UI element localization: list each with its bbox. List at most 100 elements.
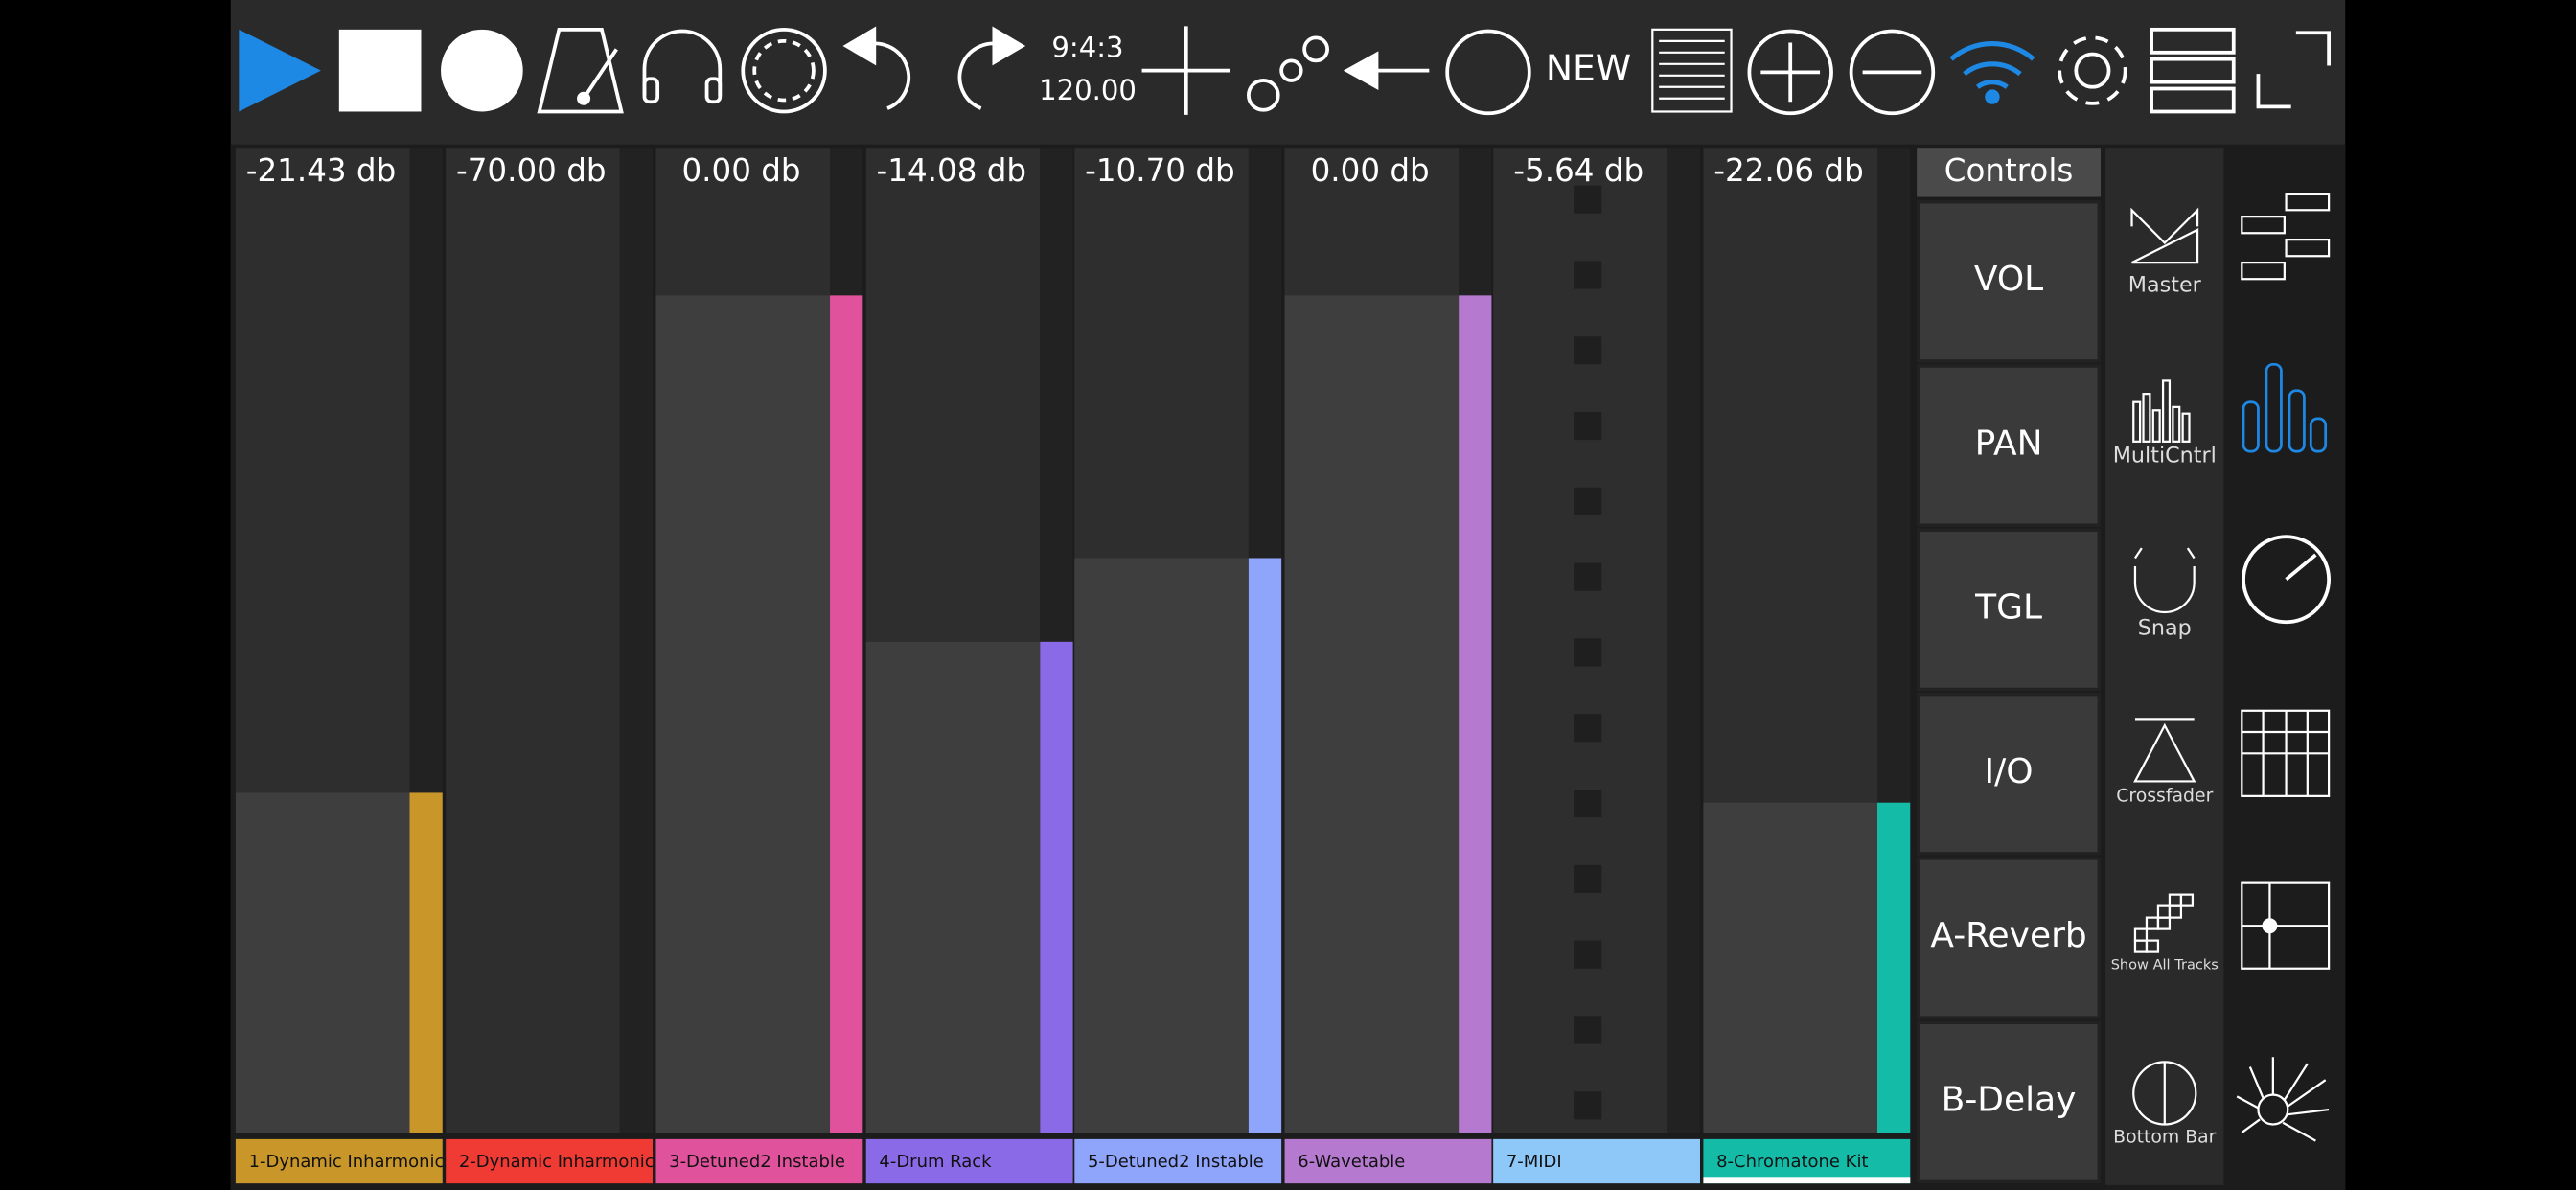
control-button[interactable] — [1917, 528, 2101, 692]
zoom-in-button[interactable] — [1747, 29, 1833, 116]
stop-button[interactable] — [338, 29, 422, 112]
track-name-bar[interactable] — [1703, 1138, 1911, 1184]
settings-button[interactable] — [2058, 35, 2128, 105]
track-name: 5-Detuned2 Instable — [1088, 1152, 1264, 1172]
sidebar-label[interactable]: Crossfader — [2116, 786, 2213, 806]
fullscreen-button[interactable] — [2256, 31, 2331, 109]
fader-fill — [235, 792, 410, 1133]
midi-dash — [1574, 487, 1602, 515]
fader-fill — [865, 641, 1041, 1133]
record-button[interactable] — [441, 29, 523, 112]
track-level: -10.70 db — [1085, 152, 1235, 189]
back-button[interactable] — [1343, 51, 1430, 90]
midi-dash — [1574, 638, 1602, 667]
control-button[interactable] — [1917, 857, 2101, 1019]
sidebar-label[interactable]: Master — [2128, 273, 2202, 298]
meter-level — [1248, 558, 1282, 1133]
right-rail — [2236, 193, 2331, 1142]
track-name: 3-Detuned2 Instable — [669, 1152, 845, 1172]
snap-icon — [2133, 547, 2196, 614]
sidebar-panel — [2105, 148, 2224, 1185]
track-level: 0.00 db — [1311, 152, 1430, 189]
track-level: -21.43 db — [246, 152, 397, 189]
midi-dash — [1574, 1091, 1602, 1120]
zoom-out-button[interactable] — [1849, 29, 1936, 116]
track-name: 7-MIDI — [1506, 1152, 1562, 1172]
midi-dash — [1574, 1016, 1602, 1044]
sidebar-label[interactable]: Bottom Bar — [2113, 1128, 2217, 1148]
track-level: -5.64 db — [1513, 152, 1644, 189]
play-button[interactable] — [239, 29, 321, 112]
fader-fill — [1284, 295, 1460, 1133]
track-name-bar[interactable] — [656, 1138, 863, 1184]
track-name-bar[interactable] — [1493, 1138, 1700, 1184]
control-button-label: I/O — [1985, 752, 2034, 791]
midi-dash — [1574, 261, 1602, 289]
rail-burst-icon — [2236, 1057, 2330, 1142]
loop-button[interactable] — [741, 27, 827, 114]
fader-fill — [1703, 802, 1878, 1133]
track-name: 1-Dynamic Inharmonics — [249, 1152, 453, 1172]
sidebar-label[interactable]: MultiCntrl — [2113, 444, 2217, 469]
track-name-bar[interactable] — [1074, 1138, 1282, 1184]
controls-title: Controls — [1944, 152, 2074, 189]
meter-level — [830, 295, 863, 1133]
control-button-label: PAN — [1975, 423, 2043, 463]
sidebar-label[interactable]: Show All Tracks — [2111, 956, 2219, 973]
list-button[interactable] — [1651, 28, 1733, 113]
track-name-bar[interactable] — [446, 1138, 654, 1184]
redo-button[interactable] — [957, 26, 1026, 110]
tracks: -21.43 db 1-Dynamic Inharmonics -70.00 db 2… — [235, 148, 1911, 1184]
undo-button[interactable] — [842, 26, 911, 110]
control-button[interactable] — [1917, 1020, 2101, 1184]
track-name: 6-Wavetable — [1298, 1152, 1405, 1172]
track-name-bar[interactable] — [1284, 1138, 1492, 1184]
control-button[interactable] — [1917, 364, 2101, 527]
wifi-button[interactable] — [1949, 41, 2036, 104]
control-button[interactable] — [1917, 692, 2101, 856]
meter-level — [409, 792, 443, 1133]
track-name-bar[interactable] — [235, 1138, 443, 1184]
track-level: 0.00 db — [681, 152, 800, 189]
sidebar-label[interactable]: Snap — [2138, 616, 2192, 641]
midi-dash — [1574, 940, 1602, 969]
multicntrl-icon — [2132, 379, 2191, 443]
rail-mixer-icon — [2242, 362, 2328, 453]
master-icon — [2130, 207, 2199, 264]
rack-button[interactable] — [2150, 27, 2236, 114]
meter-level — [1040, 641, 1073, 1133]
circle-button[interactable] — [1445, 29, 1531, 116]
metronome-button[interactable] — [537, 27, 624, 114]
track-level: -70.00 db — [456, 152, 607, 189]
meter-level — [1459, 295, 1492, 1133]
midi-dash — [1574, 411, 1602, 441]
bottom-bar-icon — [2132, 1061, 2197, 1126]
show-all-tracks-icon — [2133, 893, 2195, 953]
rail-keys-icon — [2241, 709, 2331, 797]
rail-knob-icon — [2242, 535, 2331, 625]
track-selection — [1703, 1177, 1911, 1184]
control-button-label: TGL — [1974, 588, 2042, 628]
sidebar-icons — [2130, 207, 2199, 1126]
midi-dash — [1574, 336, 1602, 365]
fader-background[interactable] — [446, 148, 620, 1133]
controls-header — [1917, 148, 2101, 197]
midi-dash — [1574, 790, 1602, 818]
headphones-button[interactable] — [642, 29, 723, 104]
track-name-bar[interactable] — [865, 1138, 1073, 1184]
nodes-button[interactable] — [1247, 35, 1329, 112]
fader-fill — [656, 295, 831, 1133]
control-button[interactable] — [1917, 199, 2101, 363]
track-name: 2-Dynamic Inharmonics — [459, 1152, 663, 1172]
rail-xy-icon — [2241, 881, 2331, 970]
rail-arrange-icon — [2241, 193, 2331, 281]
tempo[interactable]: 120.00 — [1039, 74, 1137, 106]
add-button[interactable] — [1141, 26, 1231, 115]
new-button[interactable]: NEW — [1546, 47, 1631, 89]
midi-dash — [1574, 714, 1602, 743]
track-level: -22.06 db — [1714, 152, 1864, 189]
meter-background — [619, 148, 654, 1133]
meter-background — [1667, 148, 1700, 1133]
track-level: -14.08 db — [877, 152, 1027, 189]
